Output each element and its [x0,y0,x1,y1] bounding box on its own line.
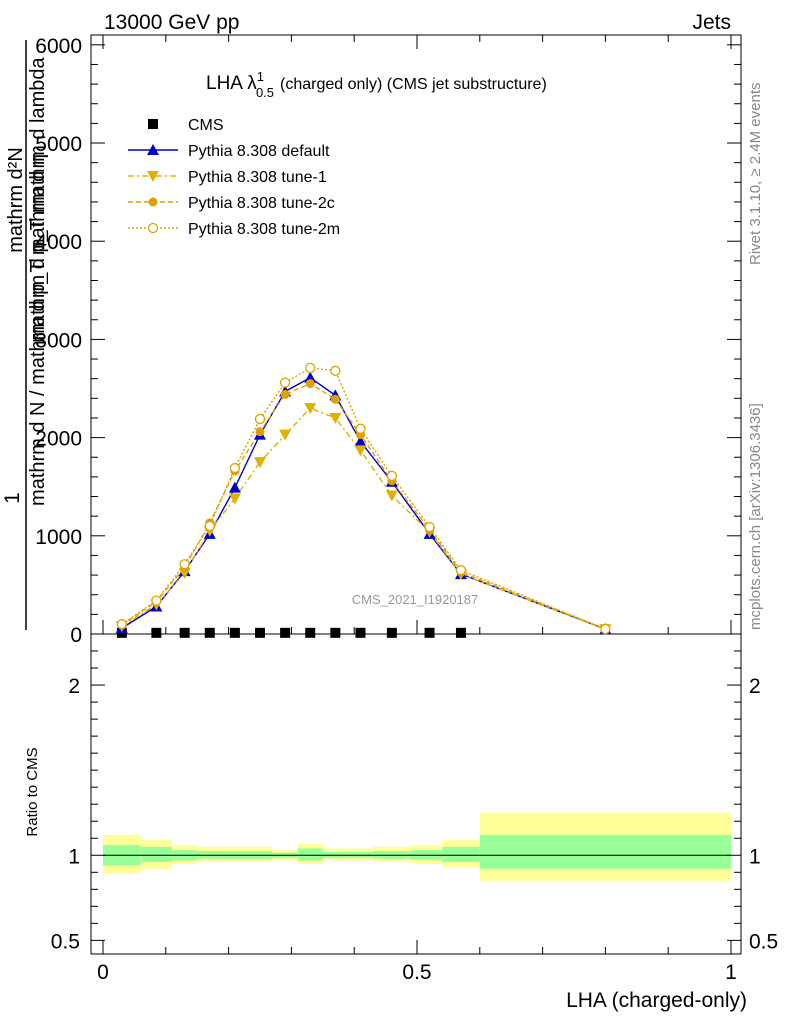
data-point-2 [304,403,317,415]
data-point-2 [354,445,367,457]
series-line-2 [121,407,606,630]
analysis-watermark: CMS_2021_I1920187 [352,592,479,607]
y-tick-label: 1000 [35,526,82,549]
header-energy: 13000 GeV pp [104,11,239,34]
series-line-4 [121,367,606,630]
y-tick-label: 3000 [35,329,82,352]
ratio-plot-frame [90,633,742,955]
data-point-0 [355,627,366,638]
ylabel-left-numerator: 1 [1,492,24,504]
ylabel-main-numerator: mathrm d²N [5,147,27,253]
data-point-0 [386,627,397,638]
data-point-0 [455,627,466,638]
ratio-axis-ticks: 0.5 0.5 1 1 2 2 [51,650,778,953]
ratio-tick-label-right: 2 [749,675,761,698]
ylabel-left-denominator: mathrm d N / mathrm d p_T mathrm d η [27,154,49,506]
data-point-4 [179,559,190,570]
legend-label: Pythia 8.308 default [188,143,330,160]
legend-marker [147,171,159,182]
data-point-4 [151,595,162,606]
legend-marker [148,197,158,207]
data-point-4 [600,623,611,635]
data-point-0 [330,627,341,638]
data-point-2 [385,490,398,502]
series-lines [121,367,606,630]
data-point-1 [304,371,317,383]
data-point-2 [228,493,241,505]
plot-title-rest: (charged only) (CMS jet substructure) [280,76,547,93]
legend: CMS Pythia 8.308 default Pythia 8.308 tune… [128,117,340,238]
legend-label: Pythia 8.308 tune-1 [188,169,327,186]
ratio-band-inner [442,846,480,863]
data-point-2 [178,568,191,580]
data-point-4 [116,619,127,630]
data-point-4 [330,365,341,376]
data-point-3 [280,389,290,399]
y-tick-label: 5000 [35,133,82,156]
ratio-tick-label: 2 [68,675,80,698]
data-point-3 [305,379,315,389]
data-point-0 [151,627,162,638]
data-point-4 [279,377,291,388]
plot-title-main: LHA λ [206,73,257,94]
data-point-4 [386,470,398,482]
plot-title: LHA λ1 0.5 (charged only) (CMS jet substru… [206,69,547,100]
data-point-2 [329,412,342,424]
data-point-0 [280,627,291,638]
ratio-tick-label: 0.5 [51,930,80,953]
legend-marker [147,222,159,234]
y-tick-label: 4000 [35,231,82,254]
data-point-1 [228,481,241,493]
ratio-tick-label: 1 [68,845,80,868]
data-point-0 [229,627,240,638]
y-tick-label: 2000 [35,428,82,451]
data-point-0 [305,627,316,638]
data-point-1 [354,435,367,447]
legend-label: Pythia 8.308 tune-2c [188,195,335,212]
y-tick-label: 6000 [35,35,82,58]
mcplots-label: mcplots.cern.ch [arXiv:1306.3436] [747,403,764,630]
ratio-ylabel: Ratio to CMS [24,747,41,836]
legend-label: Pythia 8.308 tune-2m [188,221,340,238]
data-point-2 [279,429,292,441]
legend-marker [147,144,159,155]
data-point-0 [204,627,215,638]
data-point-3 [330,394,340,404]
data-point-4 [455,565,467,576]
data-point-4 [204,520,215,532]
x-tick-label: 0.5 [402,961,431,984]
data-point-4 [355,423,366,434]
data-point-0 [179,627,190,638]
rivet-label: Rivet 3.1.10, ≥ 2.4M events [747,83,764,266]
plot-title-sub: 0.5 [256,85,274,100]
y-tick-label: 0 [70,624,82,647]
ratio-uncertainty-bands [103,812,731,881]
data-point-0 [255,627,265,638]
legend-label: CMS [188,117,224,134]
ratio-band-inner [297,848,323,861]
legend-marker [148,119,158,129]
x-tick-label: 1 [725,961,737,984]
series-markers [115,362,612,638]
ratio-band-inner [140,846,173,863]
ylabel-main-denominator: mathrm d p_T mathrm d lambda [27,56,49,342]
plot-title-sup: 1 [257,69,264,84]
data-point-4 [254,413,266,425]
data-point-4 [229,462,241,474]
series-line-3 [121,382,606,630]
ratio-tick-label-right: 0.5 [749,930,778,953]
x-tick-label: 0 [97,961,109,984]
data-point-4 [424,521,435,533]
data-point-2 [254,457,266,469]
data-point-4 [305,362,316,374]
ratio-tick-label-right: 1 [749,845,761,868]
data-point-0 [424,627,435,638]
header-process: Jets [692,11,731,34]
data-point-3 [255,427,265,437]
xlabel: LHA (charged-only) [566,989,747,1012]
ratio-band-inner [479,834,731,869]
